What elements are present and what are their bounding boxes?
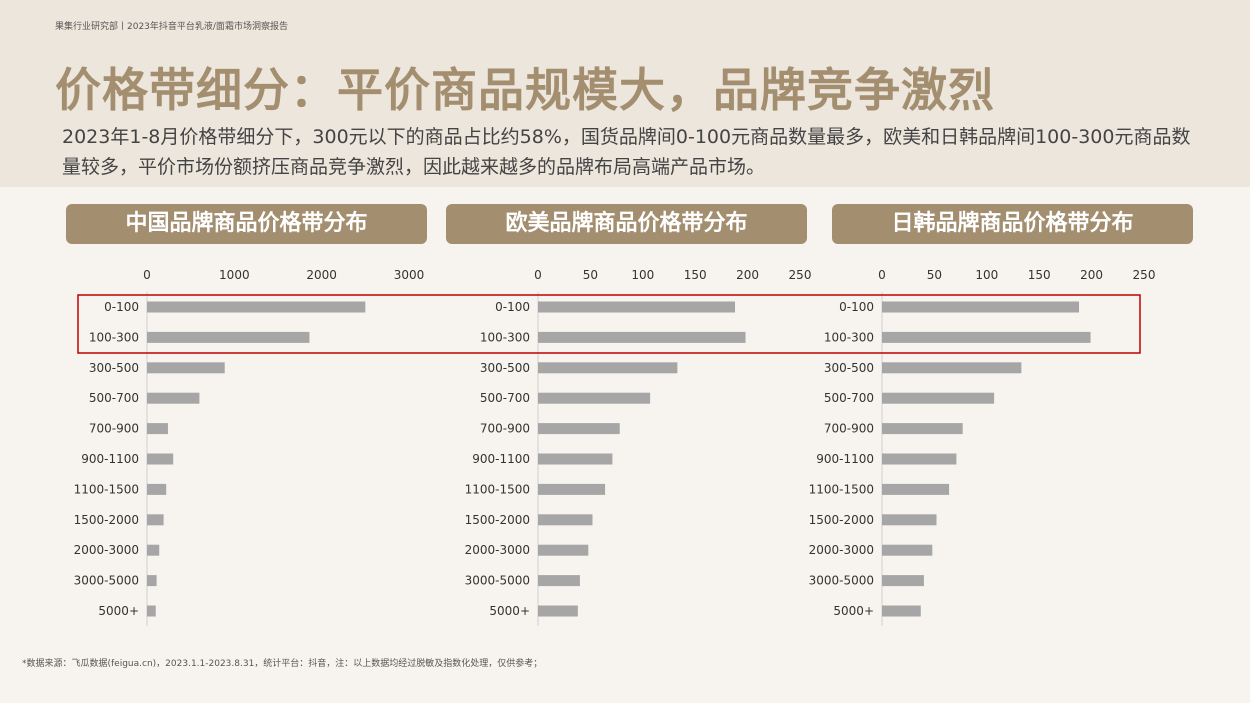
bar xyxy=(538,423,620,435)
chart-title-japan-korea: 日韩品牌商品价格带分布 xyxy=(832,204,1193,244)
category-label: 3000-5000 xyxy=(809,574,874,588)
x-tick-label: 100 xyxy=(975,268,998,282)
category-label: 500-700 xyxy=(89,391,139,405)
bar xyxy=(147,575,157,587)
bar xyxy=(882,392,995,404)
bar xyxy=(882,331,1091,343)
category-label: 3000-5000 xyxy=(465,574,530,588)
category-label: 3000-5000 xyxy=(74,574,139,588)
bar xyxy=(147,392,200,404)
bar xyxy=(147,605,156,617)
bar xyxy=(882,483,950,495)
x-tick-label: 200 xyxy=(1080,268,1103,282)
bar xyxy=(538,331,746,343)
category-label: 2000-3000 xyxy=(465,543,530,557)
category-label: 5000+ xyxy=(489,604,530,618)
bar xyxy=(538,301,736,313)
bar xyxy=(538,575,580,587)
category-label: 700-900 xyxy=(480,422,530,436)
x-tick-label: 150 xyxy=(1028,268,1051,282)
bar xyxy=(147,423,168,435)
bar xyxy=(147,544,160,556)
x-tick-label: 250 xyxy=(789,268,812,282)
highlight-box xyxy=(77,294,1141,354)
chart-title-china: 中国品牌商品价格带分布 xyxy=(66,204,427,244)
x-tick-label: 50 xyxy=(583,268,598,282)
category-label: 5000+ xyxy=(98,604,139,618)
bar xyxy=(147,514,164,526)
category-label: 300-500 xyxy=(824,361,874,375)
category-label: 100-300 xyxy=(480,330,530,344)
x-tick-label: 200 xyxy=(736,268,759,282)
category-label: 1100-1500 xyxy=(74,482,139,496)
category-label: 5000+ xyxy=(833,604,874,618)
x-tick-label: 1000 xyxy=(219,268,250,282)
page-title: 价格带细分：平价商品规模大，品牌竞争激烈 xyxy=(55,63,995,117)
x-tick-label: 0 xyxy=(143,268,151,282)
category-label: 900-1100 xyxy=(816,452,874,466)
x-tick-label: 50 xyxy=(927,268,942,282)
x-tick-label: 0 xyxy=(534,268,542,282)
category-label: 500-700 xyxy=(480,391,530,405)
bar xyxy=(882,423,963,435)
category-label: 1500-2000 xyxy=(465,513,530,527)
category-label: 1500-2000 xyxy=(809,513,874,527)
bar xyxy=(882,301,1080,313)
x-tick-label: 2000 xyxy=(306,268,337,282)
category-label: 500-700 xyxy=(824,391,874,405)
bar xyxy=(538,483,606,495)
bar xyxy=(882,514,937,526)
x-tick-label: 100 xyxy=(631,268,654,282)
footnote: *数据来源：飞瓜数据(feigua.cn)，2023.1.1-2023.8.31… xyxy=(22,659,543,669)
chart-title-western: 欧美品牌商品价格带分布 xyxy=(446,204,807,244)
category-label: 2000-3000 xyxy=(74,543,139,557)
category-label: 900-1100 xyxy=(81,452,139,466)
category-label: 300-500 xyxy=(480,361,530,375)
bar xyxy=(538,453,613,465)
bar xyxy=(882,575,924,587)
x-tick-label: 150 xyxy=(684,268,707,282)
category-label: 1100-1500 xyxy=(809,482,874,496)
bar xyxy=(882,453,957,465)
header-band xyxy=(0,0,1250,187)
category-label: 1100-1500 xyxy=(465,482,530,496)
bar xyxy=(538,514,593,526)
category-label: 100-300 xyxy=(89,330,139,344)
category-label: 700-900 xyxy=(824,422,874,436)
bar xyxy=(538,605,578,617)
bar xyxy=(538,392,651,404)
bar xyxy=(147,453,174,465)
category-label: 300-500 xyxy=(89,361,139,375)
x-tick-label: 250 xyxy=(1133,268,1156,282)
category-label: 0-100 xyxy=(104,300,139,314)
bar xyxy=(882,605,921,617)
category-label: 1500-2000 xyxy=(74,513,139,527)
bar xyxy=(882,362,1022,374)
bar xyxy=(538,362,678,374)
bar xyxy=(147,331,310,343)
category-label: 2000-3000 xyxy=(809,543,874,557)
report-caption: 果集行业研究部丨2023年抖音平台乳液/面霜市场洞察报告 xyxy=(55,22,288,32)
bar xyxy=(147,483,167,495)
bar xyxy=(882,544,933,556)
bar xyxy=(147,362,225,374)
category-label: 0-100 xyxy=(839,300,874,314)
category-label: 0-100 xyxy=(495,300,530,314)
category-label: 900-1100 xyxy=(472,452,530,466)
x-tick-label: 3000 xyxy=(394,268,425,282)
category-label: 700-900 xyxy=(89,422,139,436)
category-label: 100-300 xyxy=(824,330,874,344)
bar xyxy=(147,301,366,313)
page-subtitle: 2023年1-8月价格带细分下，300元以下的商品占比约58%，国货品牌间0-1… xyxy=(62,126,1191,178)
bar xyxy=(538,544,589,556)
x-tick-label: 0 xyxy=(878,268,886,282)
